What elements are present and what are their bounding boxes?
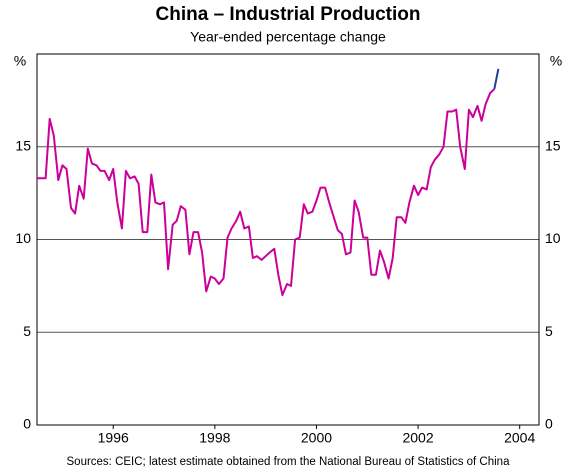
plot-frame bbox=[36, 53, 540, 426]
y-tick-label: 0 bbox=[23, 416, 31, 432]
y-tick-label-right: 5 bbox=[545, 323, 553, 339]
y-tick-label: 15 bbox=[15, 137, 31, 153]
y-tick-label-right: 0 bbox=[545, 416, 553, 432]
x-tick-label: 2000 bbox=[301, 430, 332, 446]
chart-title: China – Industrial Production bbox=[156, 4, 421, 25]
y-tick-label: 5 bbox=[23, 323, 31, 339]
x-tick-label: 2004 bbox=[504, 430, 535, 446]
y-tick-label-right: 15 bbox=[545, 137, 561, 153]
x-tick-label: 1998 bbox=[199, 430, 230, 446]
y-tick-label: 10 bbox=[15, 230, 31, 246]
series-line bbox=[37, 88, 495, 297]
y-unit-left: % bbox=[14, 53, 26, 69]
chart-subtitle: Year-ended percentage change bbox=[190, 29, 386, 45]
y-unit-right: % bbox=[550, 53, 562, 69]
series-line bbox=[493, 68, 500, 90]
source-note: Sources: CEIC; latest estimate obtained … bbox=[67, 456, 511, 468]
x-tick-label: 1996 bbox=[98, 430, 129, 446]
y-tick-label-right: 10 bbox=[545, 230, 561, 246]
x-tick-label: 2002 bbox=[402, 430, 433, 446]
